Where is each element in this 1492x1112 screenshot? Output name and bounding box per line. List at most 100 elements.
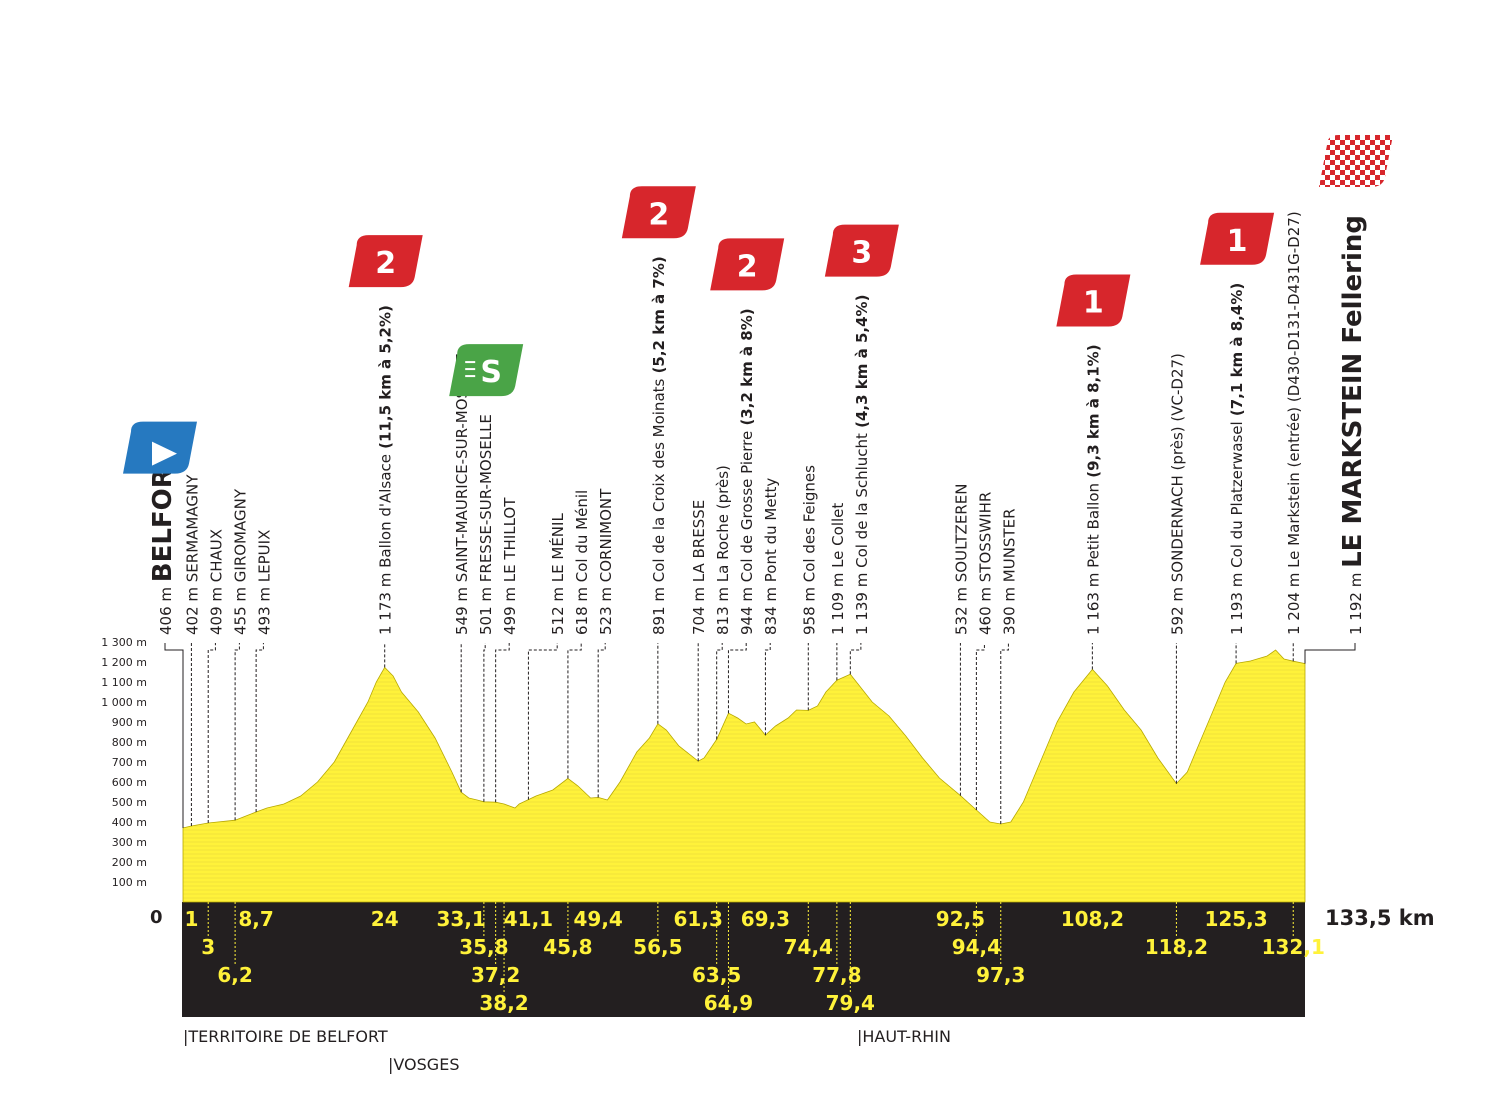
km-label: 97,3 (976, 963, 1025, 987)
km-label: 61,3 (674, 907, 723, 931)
leader-line (1000, 643, 1009, 824)
km-label: 8,7 (238, 907, 273, 931)
place-name: Col de la Croix des Moinats (650, 378, 668, 582)
elevation-label: 512 m (549, 582, 567, 635)
elevation-label: 618 m (573, 582, 591, 635)
elevation-label: 501 m (477, 582, 495, 635)
place-name: Col des Feignes (800, 465, 818, 582)
place-name: Le Collet (829, 503, 847, 568)
leader-line (495, 643, 510, 803)
km-label: 69,3 (741, 907, 790, 931)
location-label: 704 m LA BRESSE (690, 500, 708, 635)
climb-category-number: 3 (851, 236, 872, 271)
total-distance-label: 133,5 km (1325, 906, 1435, 930)
place-name: Col du Platzerwasel (1228, 421, 1246, 568)
km-label: 45,8 (543, 935, 592, 959)
place-name: MUNSTER (1000, 508, 1018, 582)
location-label: 958 m Col des Feignes (800, 465, 818, 635)
location-label: 549 m SAINT-MAURICE-SUR-MOSELLE (453, 353, 471, 635)
location-label: 501 m FRESSE-SUR-MOSELLE (477, 414, 495, 635)
climb-category-badge (348, 235, 423, 288)
place-name: Ballon d'Alsace (377, 454, 395, 568)
place-name: SAINT-MAURICE-SUR-MOSELLE (453, 353, 471, 582)
elevation-label: 704 m (690, 582, 708, 635)
region-label: |VOSGES (388, 1055, 459, 1074)
km-label: 35,8 (459, 935, 508, 959)
sprint-badge (449, 344, 524, 397)
location-label: 834 m Pont du Metty (762, 478, 780, 635)
leader-line (597, 643, 606, 798)
place-name: LE THILLOT (501, 497, 519, 582)
elevation-label: 455 m (231, 582, 249, 635)
leader-line (567, 643, 582, 779)
km-label: 49,4 (574, 907, 623, 931)
location-label: 592 m SONDERNACH (près) (VC-D27) (1168, 353, 1186, 635)
place-name: LE MÉNIL (548, 513, 567, 583)
distance-base-bar (183, 902, 1305, 1017)
km-label: 38,2 (479, 991, 528, 1015)
elevation-label: 402 m (183, 582, 201, 635)
location-label: 512 m LE MÉNIL (548, 513, 567, 635)
climb-category-badge (621, 186, 696, 239)
leader-line (164, 643, 184, 828)
place-name: GIROMAGNY (231, 488, 249, 582)
place-name: CORNIMONT (597, 488, 615, 582)
y-tick-label: 700 m (112, 756, 147, 769)
place-name: LE MARKSTEIN Fellering (1338, 215, 1368, 568)
km-label: 41,1 (504, 907, 553, 931)
leader-line (207, 643, 216, 823)
location-label: 1 173 m Ballon d'Alsace (11,5 km à 5,2%) (377, 305, 395, 635)
location-label: 1 204 m Le Markstein (entrée) (D430-D131… (1285, 211, 1303, 635)
km-label: 94,4 (952, 935, 1001, 959)
elevation-label: 532 m (952, 582, 970, 635)
y-tick-label: 300 m (112, 836, 147, 849)
location-label: 523 m CORNIMONT (597, 488, 615, 635)
climb-detail: (9,3 km à 8,1%) (1084, 344, 1102, 483)
location-label: 1 139 m Col de la Schlucht (4,3 km à 5,4… (853, 295, 871, 635)
elevation-label: 499 m (501, 582, 519, 635)
climb-category-number: 1 (1227, 224, 1248, 259)
y-tick-label: 200 m (112, 856, 147, 869)
y-tick-label: 600 m (112, 776, 147, 789)
km-label: 64,9 (704, 991, 753, 1015)
location-label: 460 m STOSSWIHR (976, 492, 994, 635)
climb-category-number: 2 (737, 249, 758, 284)
elevation-label: 406 m (157, 582, 175, 635)
place-name: Col de Grosse Pierre (738, 431, 756, 582)
place-name: LEPUIX (255, 530, 273, 583)
climb-category-number: 2 (648, 197, 669, 232)
km-label: 24 (371, 907, 399, 931)
climb-detail: (3,2 km à 8%) (738, 308, 756, 430)
climb-category-badge (824, 224, 899, 277)
y-tick-label: 1 000 m (101, 696, 147, 709)
leader-line (764, 643, 771, 736)
place-name: Petit Ballon (1084, 483, 1102, 568)
y-tick-label: 1 200 m (101, 656, 147, 669)
place-name: Col de la Schlucht (853, 433, 871, 568)
leader-line (1304, 643, 1356, 664)
elevation-label: 390 m (1000, 582, 1018, 635)
climb-detail: (11,5 km à 5,2%) (377, 305, 395, 454)
y-tick-label: 1 100 m (101, 676, 147, 689)
elevation-label: 460 m (976, 582, 994, 635)
location-label: 1 163 m Petit Ballon (9,3 km à 8,1%) (1084, 344, 1102, 635)
leader-line (975, 643, 985, 810)
place-name: SONDERNACH (près) (VC-D27) (1168, 353, 1186, 582)
elevation-label: 1 192 m (1347, 568, 1365, 635)
elevation-label: 813 m (714, 582, 732, 635)
leader-line (483, 643, 486, 802)
location-label: 406 m BELFORT (148, 451, 178, 635)
km-label: 37,2 (471, 963, 520, 987)
region-label: |HAUT-RHIN (857, 1027, 951, 1046)
place-name: Pont du Metty (762, 478, 780, 583)
km-label: 33,1 (437, 907, 486, 931)
region-label: |TERRITOIRE DE BELFORT (183, 1027, 388, 1046)
climb-category-number: 2 (375, 246, 396, 281)
elevation-label: 1 109 m (829, 568, 847, 635)
elevation-outline (182, 649, 1306, 903)
km-label: 92,5 (936, 907, 985, 931)
climb-detail: (4,3 km à 5,4%) (853, 295, 871, 434)
location-label: 1 192 m LE MARKSTEIN Fellering (1338, 215, 1368, 635)
